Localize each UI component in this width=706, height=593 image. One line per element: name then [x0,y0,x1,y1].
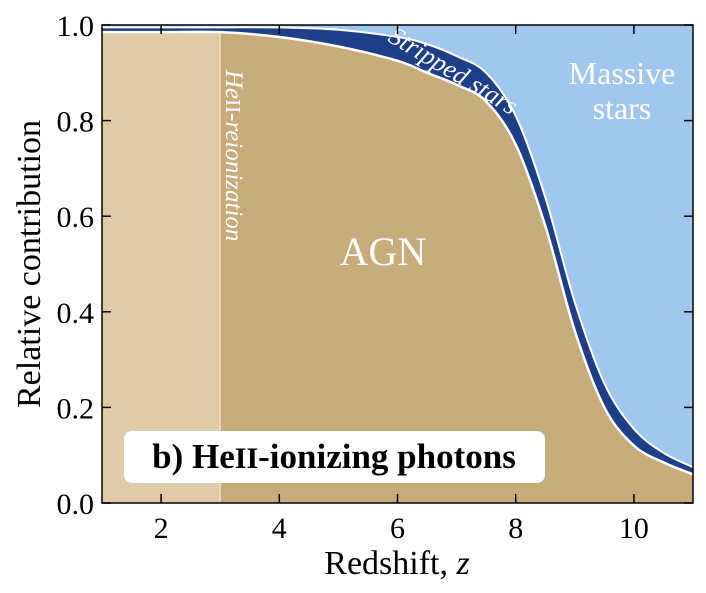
x-axis-label: Redshift, z [324,545,469,582]
y-tick-label: 0.0 [57,488,95,521]
massive-stars-label-line2: stars [593,90,652,126]
svg-text:b) HeII-ionizing photons: b) HeII-ionizing photons [152,437,516,476]
agn-area [102,31,693,503]
stripped-stars-boundary-line [102,26,693,469]
x-tick-label: 2 [154,512,169,545]
y-tick-label: 0.8 [57,106,95,139]
y-tick-label: 1.0 [57,10,95,43]
axis-ticks: 2 4 6 8 10 0.0 0.2 0.4 0.6 0.8 1.0 [57,10,693,545]
x-tick-label: 4 [272,512,287,545]
y-tick-label: 0.4 [57,297,95,330]
agn-label: AGN [340,229,427,274]
panel-label: b) HeII-ionizing photons [124,431,545,483]
y-axis-label: Relative contribution [11,120,48,408]
y-tick-label: 0.2 [57,392,95,425]
x-tick-label: 10 [619,512,649,545]
massive-stars-label-line1: Massive [569,55,676,91]
agn-boundary-line [102,30,693,476]
x-tick-label: 8 [508,512,523,545]
y-tick-label: 0.6 [57,201,95,234]
heii-reionization-shaded-region [102,32,221,503]
heii-reionization-label: HeII-reionization [220,69,247,241]
x-tick-label: 6 [390,512,405,545]
